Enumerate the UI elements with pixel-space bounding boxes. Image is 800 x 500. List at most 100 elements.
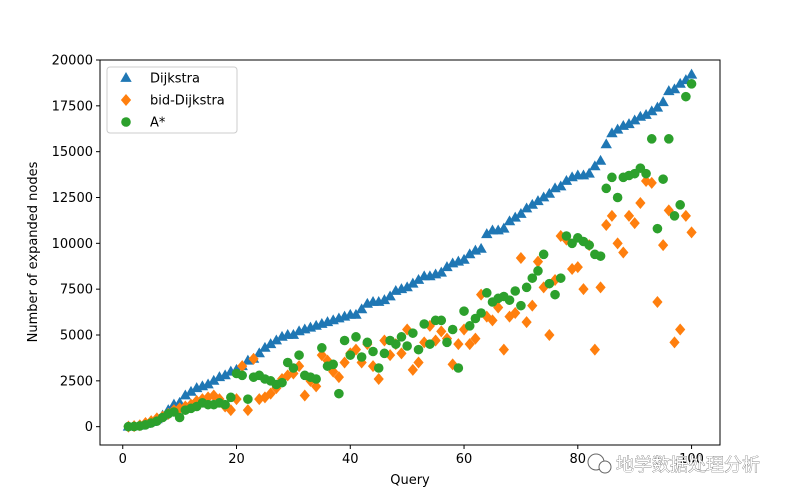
x-tick-label: 60 [456,452,473,467]
data-point [521,316,532,329]
data-point [601,183,612,194]
data-point [646,134,657,144]
data-point [635,197,646,209]
data-point [254,393,265,406]
data-point [555,180,567,191]
data-point [407,363,418,376]
data-point [664,134,674,144]
data-point [317,343,327,353]
data-point [419,336,430,349]
data-point [521,282,532,293]
data-point [259,341,271,352]
data-point [396,332,407,342]
data-point [237,360,248,373]
data-point [339,356,350,369]
data-point [185,385,197,396]
data-point [668,83,681,94]
data-point [264,338,277,349]
data-point [311,380,322,393]
data-point [555,273,566,283]
data-point [594,154,607,165]
data-point [464,338,475,351]
data-point [623,118,635,129]
data-point [681,91,691,102]
data-point [537,191,550,202]
data-point [179,389,192,400]
data-point [259,391,271,404]
data-point [345,350,356,360]
data-point [612,237,623,250]
data-point [612,192,623,203]
data-point [493,301,504,314]
data-point [316,349,327,362]
data-point [464,248,476,259]
data-point [572,261,583,274]
data-point [277,377,287,388]
data-point [481,228,493,239]
data-point [287,329,300,339]
data-point [373,363,384,373]
data-point [435,266,447,277]
legend-box [106,66,238,134]
data-point [652,223,663,234]
data-point [447,324,458,335]
data-point [607,172,617,183]
data-point [378,294,391,305]
data-point [288,363,299,373]
data-point [589,160,601,171]
y-axis-label: Number of expanded nodes [26,161,41,342]
data-point [606,209,618,222]
data-point [475,242,487,253]
data-point [516,300,526,311]
data-point [680,209,691,222]
data-point [578,283,589,296]
x-tick-label: 0 [119,452,127,467]
data-point [543,187,556,198]
data-point [544,329,555,341]
data-point [675,323,686,336]
data-point [623,209,635,222]
data-point [253,347,265,358]
legend-marker [120,72,132,82]
data-point [669,211,680,221]
data-point [658,239,669,252]
y-tick-label: 20000 [52,54,93,69]
data-point [583,167,595,178]
y-tick-label: 2500 [60,374,93,389]
data-point [396,347,407,360]
legend-label: bid-Dijkstra [150,94,225,109]
data-point [430,334,441,347]
data-point [425,339,435,349]
data-point [459,306,469,316]
data-point [288,367,299,380]
data-point [441,261,453,272]
x-tick-label: 100 [679,452,704,467]
data-point [412,274,425,284]
legend-marker [120,94,132,106]
x-tick-label: 80 [570,452,587,467]
data-point [618,246,629,259]
x-tick-label: 20 [228,452,245,467]
data-point [550,289,560,300]
data-point [669,336,680,349]
data-point [379,334,390,347]
legend-label: A* [150,116,166,131]
data-point [510,286,521,296]
data-point [674,77,686,88]
data-point [504,310,515,323]
data-point [356,352,367,362]
data-point [373,373,384,385]
data-point [515,208,527,218]
data-point [311,374,321,384]
data-point [561,231,572,241]
y-tick-label: 0 [85,420,93,435]
data-point [453,363,464,373]
data-point [413,344,424,355]
data-point [476,288,487,301]
data-point [600,138,612,149]
x-axis: 0 20 40 60 80 100 [119,445,704,467]
data-point [293,360,305,373]
data-point [265,387,276,400]
data-point [520,202,533,213]
